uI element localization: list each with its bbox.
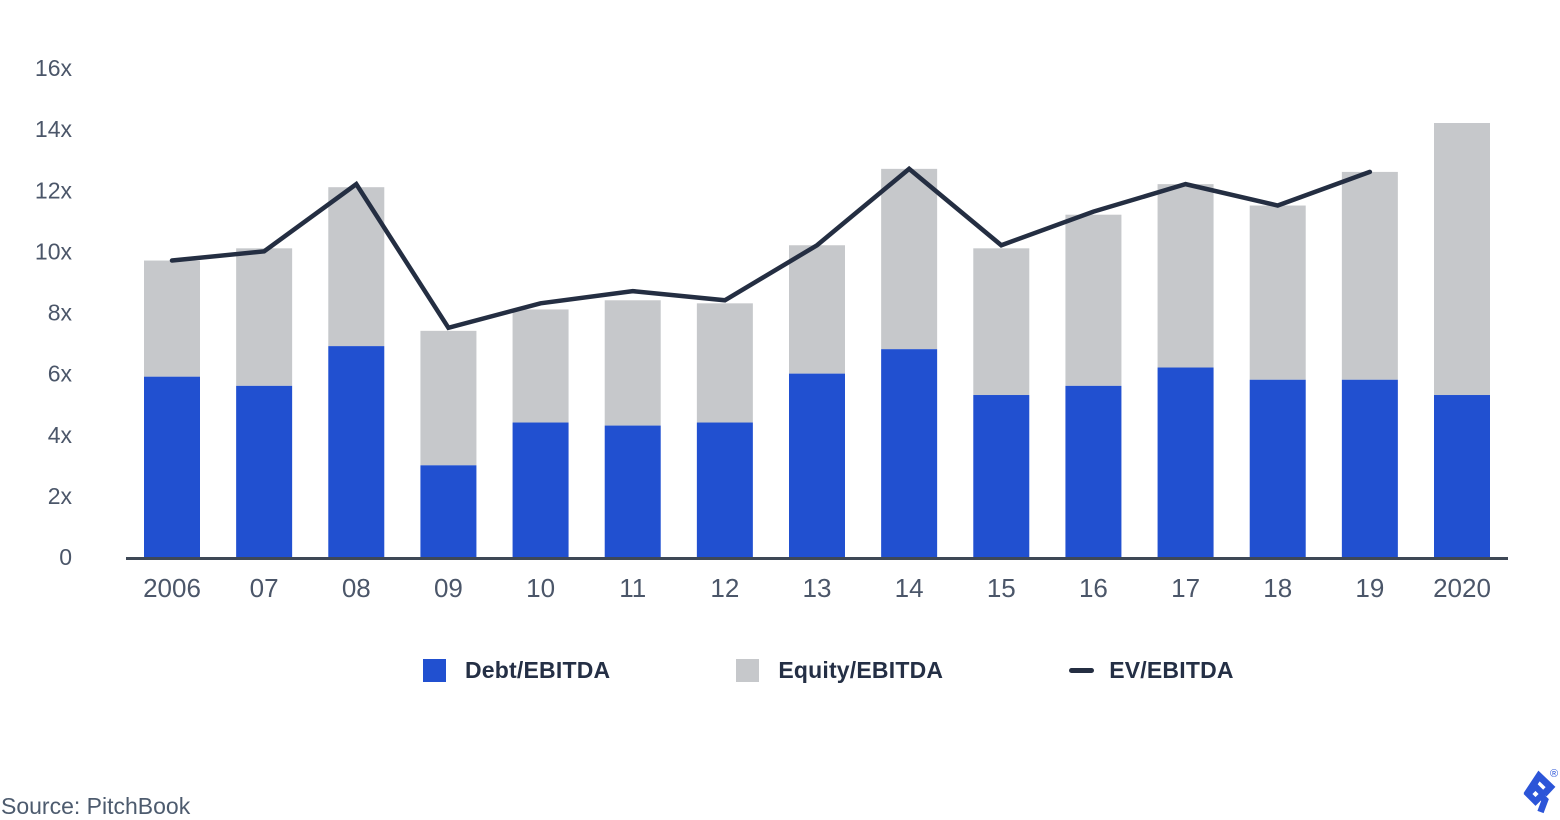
- debt-bar: [420, 465, 477, 557]
- equity-bar: [236, 248, 293, 386]
- y-tick-label: 6x: [48, 361, 73, 387]
- x-axis-label: 18: [1263, 573, 1292, 603]
- x-axis-label: 14: [895, 573, 924, 603]
- x-axis-label: 13: [803, 573, 832, 603]
- ev-line: [169, 165, 1373, 331]
- y-tick-label: 14x: [35, 116, 73, 142]
- debt-bar: [1434, 395, 1490, 557]
- equity-bar: [789, 245, 845, 374]
- debt-bar: [236, 385, 293, 557]
- equity-bar: [1065, 214, 1122, 386]
- x-axis-label: 08: [342, 573, 371, 603]
- equity-bar: [1434, 123, 1490, 396]
- equity-bar: [1341, 171, 1398, 380]
- x-axis-label: 12: [710, 573, 739, 603]
- debt-bar: [881, 349, 938, 557]
- y-tick-label: 10x: [35, 238, 73, 264]
- ev-line-swatch: [1069, 668, 1095, 673]
- debt-bar: [328, 346, 385, 557]
- registered-mark: ®: [1550, 768, 1558, 780]
- x-axis-label: 07: [250, 573, 279, 603]
- equity-bar: [1157, 184, 1214, 368]
- y-tick-label: 0: [59, 544, 72, 570]
- equity-bar: [973, 248, 1030, 396]
- debt-bar: [144, 376, 200, 557]
- debt-bar: [604, 425, 661, 557]
- x-axis-label: 19: [1355, 573, 1384, 603]
- equity-bar: [420, 330, 477, 466]
- debt-swatch: [423, 659, 446, 682]
- equity-bar: [881, 168, 938, 350]
- x-axis-label: 2006: [143, 573, 201, 603]
- y-tick-label: 4x: [48, 422, 73, 448]
- x-axis-label: 09: [434, 573, 463, 603]
- debt-bar: [1249, 379, 1306, 557]
- x-axis-label: 11: [619, 573, 646, 603]
- x-axis-label: 15: [987, 573, 1016, 603]
- legend-label-debt: Debt/EBITDA: [465, 657, 611, 683]
- debt-bar: [789, 373, 845, 557]
- legend: Debt/EBITDA Equity/EBITDA EV/EBITDA: [423, 657, 1234, 684]
- y-tick-label: 8x: [48, 300, 73, 326]
- legend-label-ev: EV/EBITDA: [1109, 657, 1234, 683]
- debt-bar: [973, 395, 1030, 557]
- legend-item-equity: Equity/EBITDA: [736, 657, 943, 684]
- legend-item-debt: Debt/EBITDA: [423, 657, 610, 684]
- debt-bar: [1157, 367, 1214, 557]
- x-axis-label: 16: [1079, 573, 1108, 603]
- equity-bar: [696, 303, 753, 423]
- equity-swatch: [736, 659, 760, 682]
- y-tick-label: 2x: [48, 483, 73, 509]
- source-caption: Source: PitchBook: [1, 793, 191, 819]
- y-tick-label: 16x: [35, 55, 73, 81]
- debt-bar: [1341, 379, 1398, 557]
- equity-bar: [144, 260, 200, 377]
- toptal-logo: ®: [1523, 768, 1558, 814]
- debt-bar: [1065, 385, 1122, 557]
- equity-bar: [604, 300, 661, 426]
- x-axis-label: 2020: [1433, 573, 1491, 603]
- debt-bar: [696, 422, 753, 557]
- legend-item-ev: EV/EBITDA: [1069, 657, 1233, 684]
- y-tick-label: 12x: [35, 177, 73, 203]
- x-axis-label: 17: [1171, 573, 1200, 603]
- equity-bar: [512, 309, 569, 423]
- x-axis-label: 10: [526, 573, 555, 603]
- debt-bar: [512, 422, 569, 557]
- toptal-mark: [1523, 770, 1556, 814]
- equity-bar: [1249, 205, 1306, 380]
- legend-label-equity: Equity/EBITDA: [778, 657, 944, 683]
